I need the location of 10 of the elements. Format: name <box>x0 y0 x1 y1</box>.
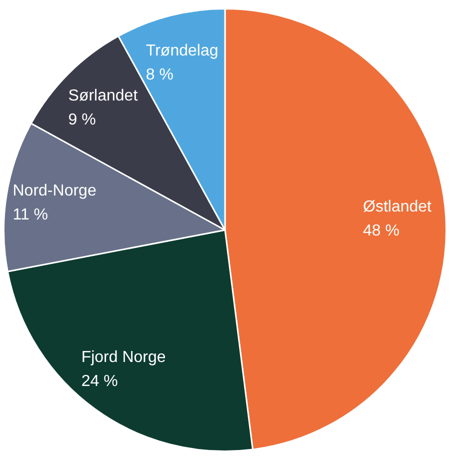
slice-label: Østlandet <box>362 198 432 216</box>
data-label: 9 % <box>68 111 96 128</box>
slice-label: Nord-Norge <box>12 182 96 200</box>
data-label: 48 % <box>362 222 400 240</box>
data-label: 24 % <box>81 373 118 390</box>
data-label: 8 % <box>146 66 174 84</box>
data-label: 11 % <box>12 206 48 224</box>
slice-label: Sørlandet <box>68 87 138 104</box>
slice-label: Trøndelag <box>146 42 218 60</box>
slice-label: Fjord Norge <box>81 349 166 366</box>
